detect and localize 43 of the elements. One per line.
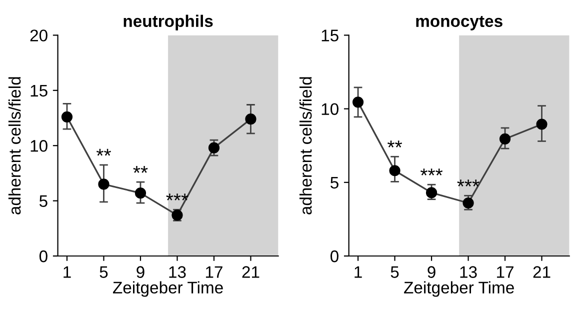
point [98,178,110,190]
point [536,118,548,130]
x-tick-label: 17 [206,266,222,278]
x-tick-label: 9 [428,266,436,278]
chart-title: monocytes [416,16,502,30]
annotation: *** [420,168,443,176]
y-axis-title: adherent cells/field [299,77,312,214]
point [208,142,220,154]
y-tick-label: 0 [330,250,338,262]
point [389,165,400,176]
x-tick-label: 17 [497,266,514,278]
point [245,114,256,125]
x-tick-label: 13 [460,266,477,278]
point [499,133,511,145]
y-tick-label: 15 [30,84,48,97]
x-tick-label: 1 [354,266,362,278]
annotation: ** [133,166,148,173]
point [352,96,364,108]
y-tick-label: 0 [39,250,48,262]
annotation: ** [388,140,402,148]
x-tick-label: 9 [136,266,144,278]
y-tick-label: 5 [330,176,338,189]
annotation: *** [457,180,480,186]
y-tick-label: 20 [30,30,48,42]
x-axis-title: Zeitgeber Time [404,281,514,297]
point [462,197,474,209]
chart-title: neutrophils [124,14,213,30]
point [426,187,438,198]
y-tick-label: 5 [39,195,48,208]
x-tick-label: 5 [390,266,399,278]
y-axis-title: adherent cells/field [8,77,21,214]
annotation: ** [96,148,111,156]
point [134,188,146,199]
y-tick-label: 10 [322,103,338,116]
x-tick-label: 5 [100,266,108,278]
x-tick-label: 13 [169,266,186,278]
x-tick-label: 21 [242,266,260,278]
x-tick-label: 21 [533,266,550,278]
x-axis-title: Zeitgeber Time [112,281,223,297]
x-tick-label: 1 [64,266,71,278]
y-tick-label: 10 [30,140,48,152]
y-tick-label: 15 [322,30,338,42]
point [61,111,73,122]
